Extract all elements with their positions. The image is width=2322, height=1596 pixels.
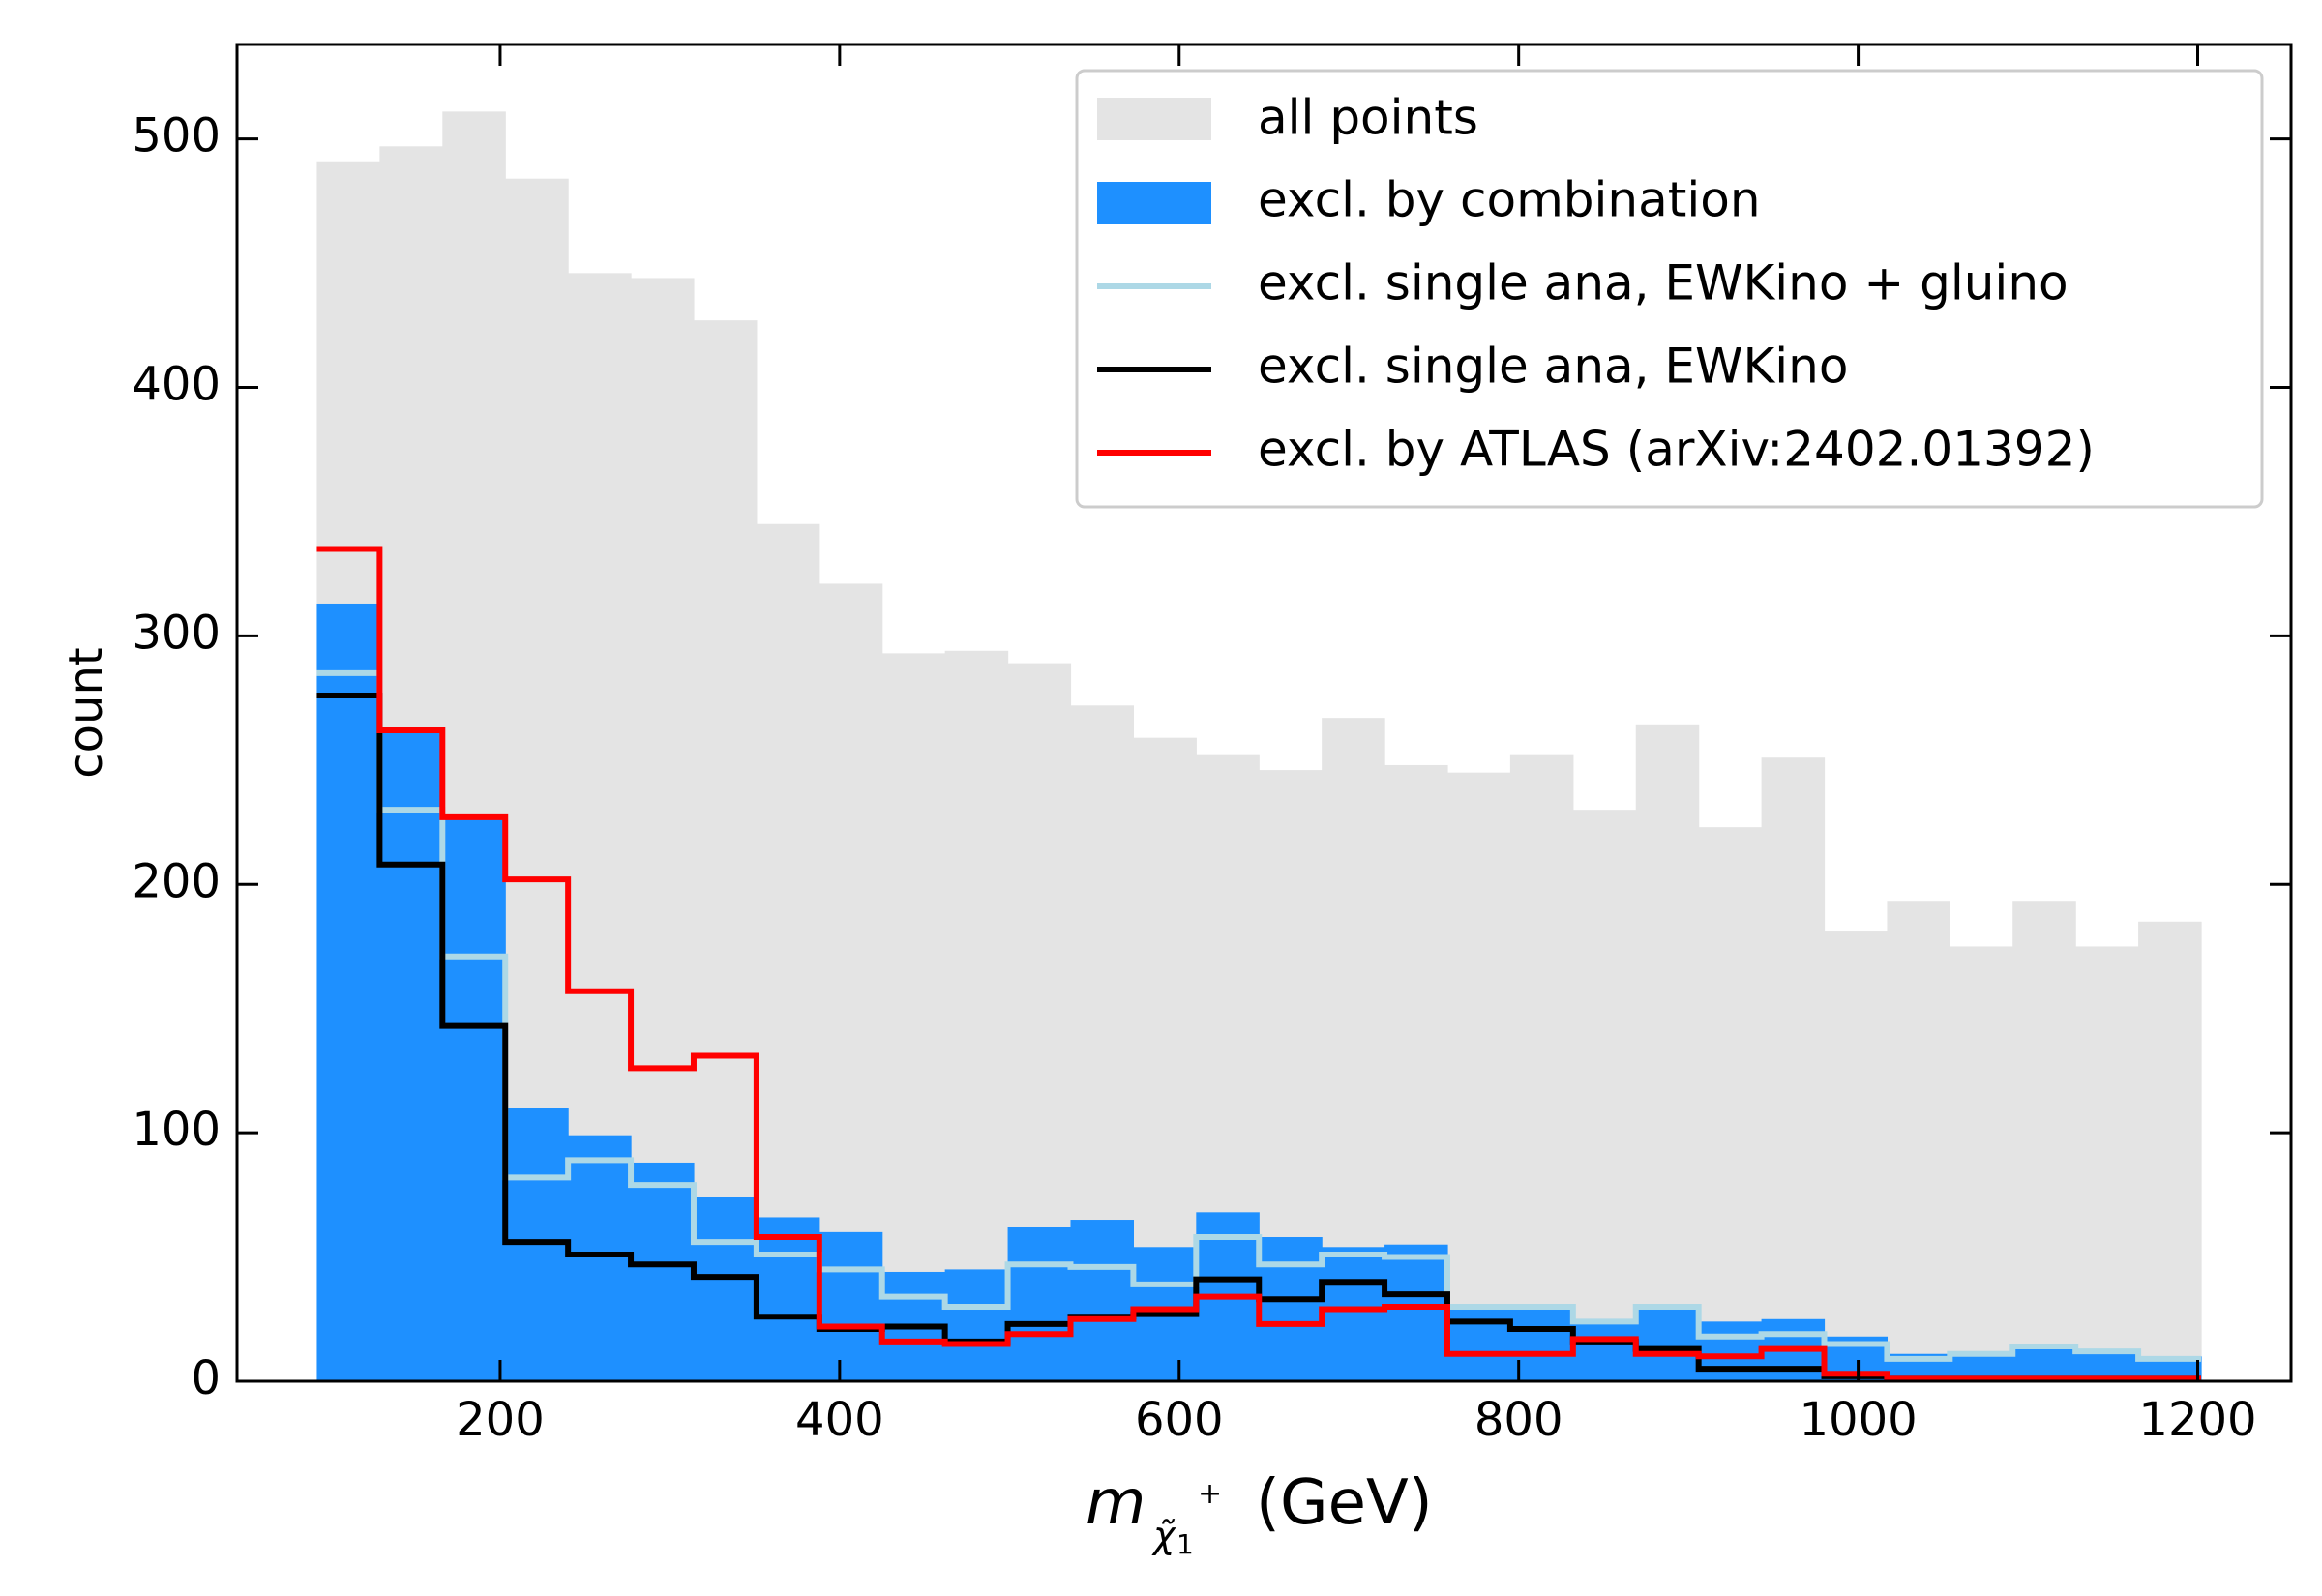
bar-excl-by-combination-19 — [1509, 1304, 1574, 1381]
bar-excl-by-combination-6 — [693, 1197, 758, 1381]
y-tick-label-500: 500 — [132, 109, 221, 163]
x-tick-label-400: 400 — [795, 1393, 884, 1447]
y-axis-label: count — [59, 647, 113, 778]
tick-labels: 200 400 600 800 1000 1200 0 100 200 300 400 500 — [132, 109, 2256, 1447]
x-label-symbol: m — [1086, 1467, 1146, 1539]
legend: all points excl. by combination excl. si… — [1075, 69, 2264, 509]
bar-all-points-23 — [1761, 757, 1826, 1381]
bar-excl-by-combination-12 — [1070, 1220, 1134, 1381]
bar-all-points-22 — [1698, 827, 1763, 1381]
bar-excl-by-combination-27 — [2012, 1346, 2076, 1381]
bar-excl-by-combination-5 — [631, 1162, 695, 1381]
bar-all-points-10 — [944, 650, 1009, 1381]
bar-all-points-19 — [1509, 754, 1574, 1381]
x-axis-label: m χ̃ 1 + (GeV) — [1086, 1467, 1433, 1560]
x-tick-label-800: 800 — [1474, 1393, 1563, 1447]
bar-all-points-18 — [1446, 772, 1511, 1381]
x-tick-label-600: 600 — [1135, 1393, 1224, 1447]
step-line-excl-single-ana-ewkino-gluino — [316, 669, 2202, 1362]
bar-all-points-21 — [1635, 724, 1700, 1381]
x-label-subscript-index: 1 — [1176, 1528, 1194, 1560]
bar-all-points-29 — [2138, 921, 2202, 1381]
legend-label-atlas: excl. by ATLAS (arXiv:2402.01392) — [1258, 422, 2095, 478]
x-label-superscript: + — [1198, 1477, 1222, 1511]
x-tick-label-1000: 1000 — [1800, 1393, 1918, 1447]
legend-label-ewkino-gluino: excl. single ana, EWKino + gluino — [1258, 255, 2069, 311]
bar-excl-by-combination-16 — [1322, 1247, 1385, 1381]
bar-all-points-26 — [1950, 946, 2013, 1381]
bar-excl-by-combination-10 — [944, 1269, 1009, 1381]
bar-excl-by-combination-1 — [379, 729, 443, 1381]
bar-all-points-20 — [1572, 810, 1637, 1381]
y-tick-label-300: 300 — [132, 606, 221, 660]
legend-swatch-all-points — [1097, 98, 1211, 140]
step-line-excl-single-ana-ewkino — [316, 693, 2202, 1381]
legend-swatch-combination — [1097, 182, 1211, 224]
legend-label-all-points: all points — [1258, 90, 1478, 146]
y-tick-label-100: 100 — [132, 1103, 221, 1157]
step-lines — [316, 546, 2202, 1381]
x-tick-label-1200: 1200 — [2138, 1393, 2256, 1447]
bar-excl-by-combination-4 — [568, 1135, 632, 1381]
legend-box — [1075, 69, 2264, 509]
bar-excl-by-combination-22 — [1698, 1321, 1763, 1381]
y-tick-label-0: 0 — [191, 1351, 221, 1405]
step-line-excl-by-atlas-arxiv-2402-01392 — [316, 546, 2202, 1381]
bar-all-points-9 — [881, 653, 946, 1381]
y-tick-label-200: 200 — [132, 854, 221, 908]
plot-frame — [235, 43, 2293, 1383]
y-tick-label-400: 400 — [132, 357, 221, 411]
x-label-unit: (GeV) — [1256, 1467, 1433, 1539]
bar-excl-by-combination-11 — [1007, 1227, 1072, 1381]
legend-label-ewkino: excl. single ana, EWKino — [1258, 339, 1848, 395]
x-label-subscript-base: χ̃ — [1151, 1514, 1176, 1556]
bar-excl-by-combination-2 — [442, 819, 506, 1381]
bar-all-points-25 — [1887, 901, 1950, 1381]
bar-excl-by-combination-17 — [1384, 1244, 1448, 1381]
bar-excl-by-combination-0 — [316, 603, 380, 1381]
bar-excl-by-combination-15 — [1259, 1237, 1323, 1381]
bar-excl-by-combination-7 — [756, 1217, 820, 1381]
legend-label-combination: excl. by combination — [1258, 172, 1761, 228]
bar-excl-by-combination-20 — [1572, 1318, 1637, 1381]
bar-all-points-24 — [1824, 931, 1889, 1381]
bar-all-points-28 — [2075, 946, 2139, 1381]
bar-excl-by-combination-8 — [819, 1231, 883, 1381]
bar-excl-by-combination-21 — [1635, 1304, 1700, 1381]
x-tick-label-200: 200 — [456, 1393, 545, 1447]
bar-all-points-27 — [2012, 901, 2076, 1381]
bar-excl-by-combination-18 — [1446, 1304, 1511, 1381]
